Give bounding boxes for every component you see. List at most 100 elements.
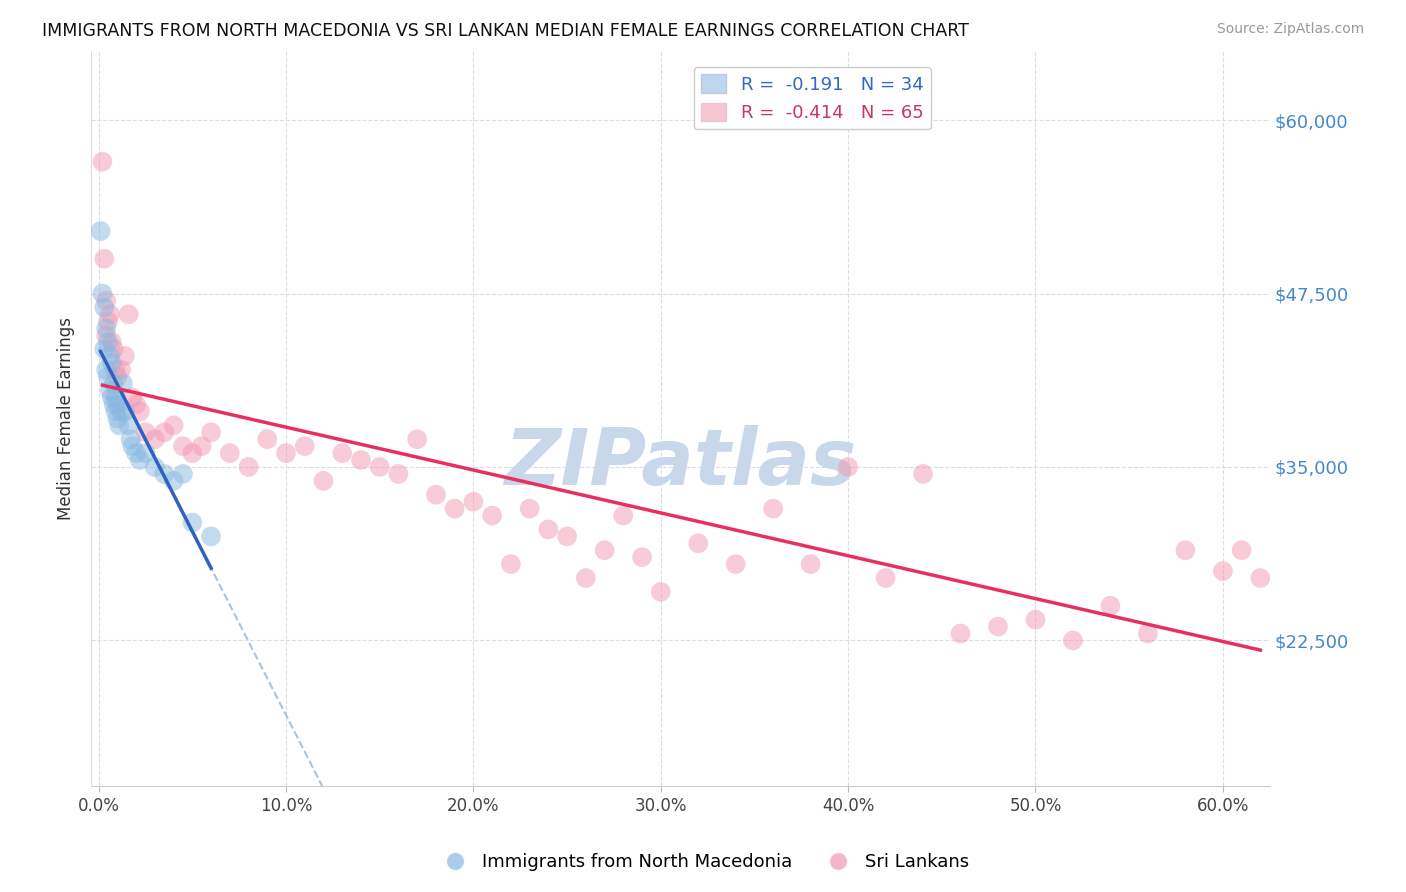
Point <box>200 425 222 440</box>
Point <box>100 391 122 405</box>
Point <box>1230 543 1253 558</box>
Y-axis label: Median Female Earnings: Median Female Earnings <box>58 317 75 520</box>
Point <box>114 349 136 363</box>
Point <box>103 376 125 391</box>
Text: Source: ZipAtlas.com: Source: ZipAtlas.com <box>1216 22 1364 37</box>
Point <box>537 523 560 537</box>
Point <box>94 328 117 343</box>
Point <box>650 585 672 599</box>
Point <box>1024 613 1046 627</box>
Point <box>134 446 156 460</box>
Point <box>631 550 654 565</box>
Point <box>97 369 120 384</box>
Point <box>143 432 166 446</box>
Point <box>93 301 115 315</box>
Point <box>593 543 616 558</box>
Point <box>121 439 143 453</box>
Point <box>104 363 127 377</box>
Point <box>1174 543 1197 558</box>
Point <box>425 488 447 502</box>
Point <box>172 439 194 453</box>
Point <box>256 432 278 446</box>
Point <box>162 474 184 488</box>
Point <box>575 571 598 585</box>
Point <box>949 626 972 640</box>
Point <box>519 501 541 516</box>
Point <box>172 467 194 481</box>
Point <box>218 446 240 460</box>
Point <box>612 508 634 523</box>
Point <box>875 571 897 585</box>
Point <box>125 398 148 412</box>
Point <box>987 619 1010 633</box>
Point <box>555 529 578 543</box>
Point <box>117 307 139 321</box>
Point <box>481 508 503 523</box>
Point <box>1249 571 1271 585</box>
Point <box>111 376 134 391</box>
Point <box>406 432 429 446</box>
Point <box>93 342 115 356</box>
Point <box>93 252 115 266</box>
Point <box>387 467 409 481</box>
Point <box>443 501 465 516</box>
Point <box>110 363 132 377</box>
Point <box>100 335 122 350</box>
Point <box>117 418 139 433</box>
Point <box>1212 564 1234 578</box>
Point <box>724 557 747 571</box>
Point <box>103 398 125 412</box>
Point <box>97 314 120 328</box>
Point <box>274 446 297 460</box>
Point <box>294 439 316 453</box>
Point <box>108 418 131 433</box>
Point <box>91 154 114 169</box>
Point <box>238 460 260 475</box>
Point <box>100 356 122 370</box>
Point <box>94 321 117 335</box>
Point <box>105 398 128 412</box>
Point <box>1136 626 1159 640</box>
Point <box>312 474 335 488</box>
Point <box>463 494 485 508</box>
Point <box>91 286 114 301</box>
Text: ZIPatlas: ZIPatlas <box>505 425 856 500</box>
Point <box>1062 633 1084 648</box>
Point <box>181 446 204 460</box>
Point <box>688 536 710 550</box>
Point <box>912 467 935 481</box>
Point <box>200 529 222 543</box>
Point <box>153 425 176 440</box>
Point <box>837 460 859 475</box>
Point <box>104 391 127 405</box>
Point <box>125 446 148 460</box>
Point <box>128 404 150 418</box>
Point <box>94 363 117 377</box>
Point <box>499 557 522 571</box>
Point <box>120 432 142 446</box>
Point <box>330 446 353 460</box>
Point <box>98 349 121 363</box>
Point <box>134 425 156 440</box>
Point <box>94 293 117 308</box>
Point <box>190 439 212 453</box>
Point <box>89 224 111 238</box>
Point <box>800 557 823 571</box>
Point <box>114 404 136 418</box>
Point <box>350 453 373 467</box>
Point <box>143 460 166 475</box>
Point <box>762 501 785 516</box>
Point <box>181 516 204 530</box>
Point <box>110 404 132 418</box>
Point <box>1099 599 1122 613</box>
Point <box>153 467 176 481</box>
Point <box>97 335 120 350</box>
Point <box>121 391 143 405</box>
Point <box>104 404 127 418</box>
Point <box>105 411 128 425</box>
Point <box>162 418 184 433</box>
Point <box>98 384 121 398</box>
Text: IMMIGRANTS FROM NORTH MACEDONIA VS SRI LANKAN MEDIAN FEMALE EARNINGS CORRELATION: IMMIGRANTS FROM NORTH MACEDONIA VS SRI L… <box>42 22 969 40</box>
Point <box>368 460 391 475</box>
Legend: R =  -0.191   N = 34, R =  -0.414   N = 65: R = -0.191 N = 34, R = -0.414 N = 65 <box>693 67 931 129</box>
